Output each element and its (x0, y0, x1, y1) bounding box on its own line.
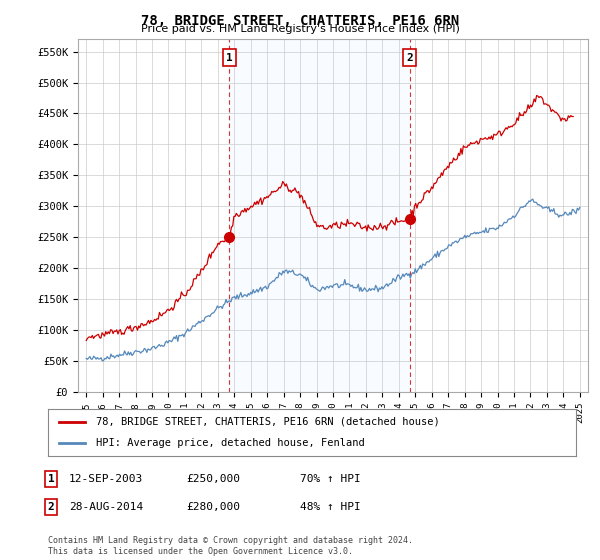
Text: 78, BRIDGE STREET, CHATTERIS, PE16 6RN (detached house): 78, BRIDGE STREET, CHATTERIS, PE16 6RN (… (95, 417, 439, 427)
Bar (229, 39, 409, 392)
Text: Contains HM Land Registry data © Crown copyright and database right 2024.
This d: Contains HM Land Registry data © Crown c… (48, 536, 413, 556)
Text: 2: 2 (47, 502, 55, 512)
Text: £250,000: £250,000 (186, 474, 240, 484)
Text: 12-SEP-2003: 12-SEP-2003 (69, 474, 143, 484)
Text: 70% ↑ HPI: 70% ↑ HPI (300, 474, 361, 484)
Text: £280,000: £280,000 (186, 502, 240, 512)
Text: 28-AUG-2014: 28-AUG-2014 (69, 502, 143, 512)
Text: Price paid vs. HM Land Registry's House Price Index (HPI): Price paid vs. HM Land Registry's House … (140, 24, 460, 34)
Text: 2: 2 (406, 53, 413, 63)
Text: 48% ↑ HPI: 48% ↑ HPI (300, 502, 361, 512)
Text: 1: 1 (47, 474, 55, 484)
Text: 1: 1 (226, 53, 233, 63)
Text: 78, BRIDGE STREET, CHATTERIS, PE16 6RN: 78, BRIDGE STREET, CHATTERIS, PE16 6RN (141, 14, 459, 28)
Text: HPI: Average price, detached house, Fenland: HPI: Average price, detached house, Fenl… (95, 438, 364, 448)
